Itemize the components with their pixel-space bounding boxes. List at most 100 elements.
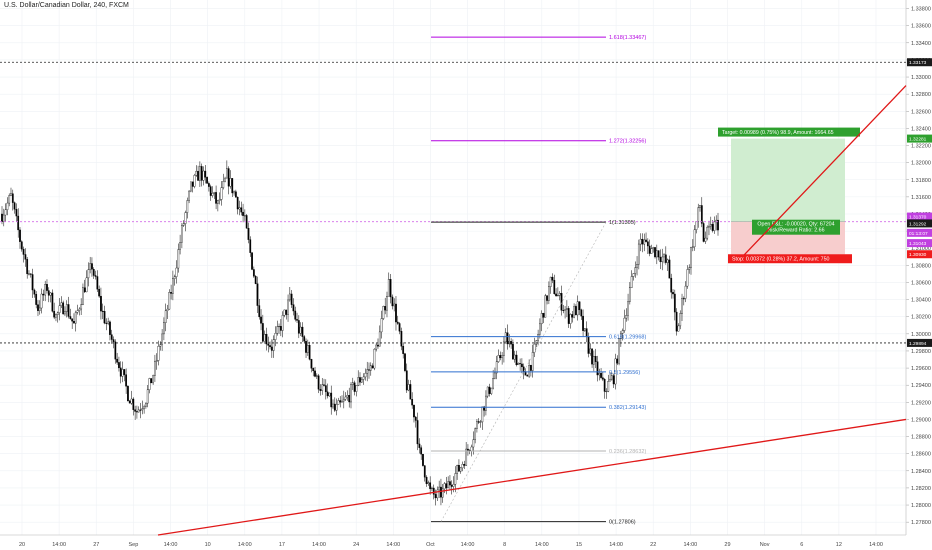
position-target-label: Target: 0.00989 (0.75%) 98.9, Amount: 16… <box>722 130 834 136</box>
candle-body <box>427 482 430 484</box>
candle-body <box>492 378 495 389</box>
candle-body <box>227 168 230 187</box>
candle-body <box>231 178 234 194</box>
candle-body <box>477 421 480 423</box>
y-axis-tick-label: 1.28600 <box>911 452 931 458</box>
candle-body <box>713 221 716 231</box>
candle-body <box>335 404 338 411</box>
candle-body <box>637 243 640 265</box>
candle-body <box>225 168 228 179</box>
candle-body <box>700 205 703 224</box>
candle-body <box>582 315 584 331</box>
candle-body <box>632 273 635 277</box>
candle-body <box>679 313 682 327</box>
candle-body <box>366 369 369 374</box>
price-tag-label: 1.31292 <box>909 221 927 227</box>
y-axis-tick-label: 1.29200 <box>911 400 931 406</box>
candle-body <box>470 446 473 451</box>
y-axis-tick-label: 1.30800 <box>911 263 931 269</box>
candle-body <box>195 170 198 176</box>
candle-body <box>472 439 475 448</box>
x-axis-tick-label: 12 <box>836 542 842 548</box>
candle-body <box>654 247 656 258</box>
candle-body <box>222 181 225 188</box>
candle-body <box>562 310 565 311</box>
candle-body <box>575 306 577 316</box>
candle-body <box>260 316 262 324</box>
candle-body <box>116 358 119 363</box>
candle-body <box>375 344 378 350</box>
x-axis-tick-label: 14:00 <box>238 542 252 548</box>
candle-body <box>416 420 419 445</box>
candle-body <box>583 328 586 331</box>
candle-body <box>382 306 385 319</box>
candle-body <box>413 404 415 418</box>
candle-body <box>553 280 556 295</box>
candle-body <box>501 355 503 359</box>
y-axis-tick-label: 1.30600 <box>911 280 931 286</box>
candle-body <box>661 256 664 263</box>
candle-body <box>26 259 29 275</box>
candle-body <box>357 377 360 386</box>
candle-body <box>236 196 239 210</box>
candle-body <box>292 304 295 312</box>
position-stop-label: Stop: 0.00372 (0.28%) 37.2, Amount: 750 <box>732 257 830 263</box>
candle-body <box>708 225 710 228</box>
candle-body <box>521 363 523 368</box>
candle-body <box>467 448 469 451</box>
y-axis-tick-label: 1.31000 <box>911 246 931 252</box>
position-pnl-label: Open P&L: -0.00020, Qty: 67204 <box>757 222 834 228</box>
candle-body <box>560 293 563 311</box>
y-axis-tick-label: 1.33600 <box>911 24 931 30</box>
candle-body <box>618 338 620 364</box>
candle-body <box>616 358 619 364</box>
candle-body <box>621 330 624 334</box>
candle-body <box>184 212 187 224</box>
candle-body <box>204 170 207 178</box>
x-axis-tick-label: 14:00 <box>52 542 66 548</box>
y-axis-tick-label: 1.29000 <box>911 417 931 423</box>
x-axis-tick-label: 20 <box>19 542 25 548</box>
candle-body <box>628 287 631 302</box>
y-axis-tick-label: 1.28000 <box>911 503 931 509</box>
candle-body <box>83 287 86 293</box>
candle-body <box>114 341 117 360</box>
candle-body <box>395 303 397 323</box>
candle-body <box>659 256 662 263</box>
candle-body <box>598 372 601 376</box>
candle-body <box>673 293 676 313</box>
candle-body <box>603 379 606 392</box>
candle-body <box>51 292 54 312</box>
candle-body <box>531 352 534 371</box>
y-axis-tick-label: 1.28400 <box>911 469 931 475</box>
x-axis-tick-label: Nov <box>760 542 770 548</box>
candle-body <box>132 398 135 410</box>
candle-body <box>265 334 268 345</box>
candle-body <box>609 378 611 382</box>
candle-body <box>157 346 160 361</box>
candle-body <box>263 334 266 342</box>
candle-body <box>47 290 50 296</box>
candle-body <box>87 269 90 279</box>
candle-body <box>233 191 235 194</box>
candle-body <box>31 274 34 291</box>
price-tag-label: 1.29894 <box>909 341 927 347</box>
candle-body <box>398 323 401 332</box>
candle-body <box>74 312 77 324</box>
candle-body <box>431 487 433 490</box>
candle-body <box>461 464 464 469</box>
candle-body <box>488 386 491 394</box>
candle-body <box>159 344 162 347</box>
candle-body <box>434 494 437 499</box>
candle-body <box>569 314 572 324</box>
price-tag-label: 1.30930 <box>909 252 927 258</box>
candle-body <box>697 207 700 222</box>
candle-body <box>193 175 196 187</box>
y-axis-tick-label: 1.32000 <box>911 161 931 167</box>
candle-body <box>393 303 396 307</box>
candle-body <box>429 482 432 490</box>
candle-body <box>308 345 311 360</box>
candle-body <box>691 246 694 248</box>
candle-body <box>666 259 669 263</box>
